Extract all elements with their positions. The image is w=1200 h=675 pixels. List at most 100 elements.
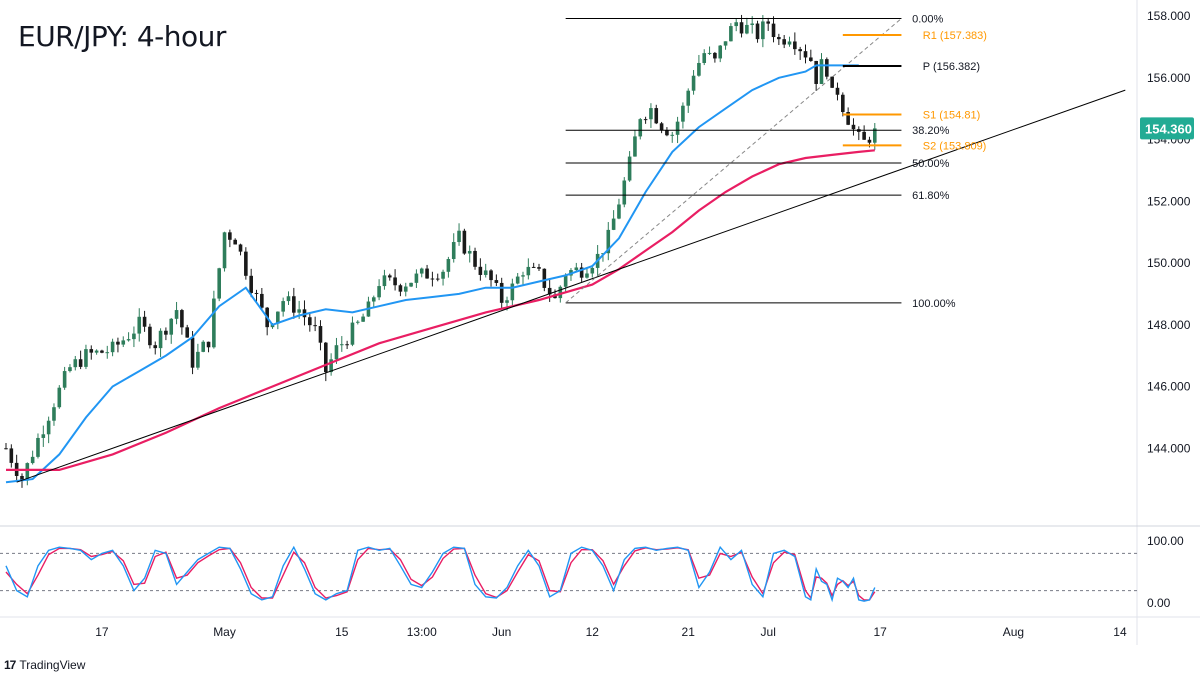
candle-body xyxy=(462,230,467,254)
candle-body xyxy=(158,330,163,349)
candle-body xyxy=(798,49,802,52)
candle-body xyxy=(670,134,675,136)
candle-body xyxy=(84,349,88,367)
candle-body xyxy=(537,267,541,269)
candle-body xyxy=(745,24,749,34)
ascending-trendline[interactable] xyxy=(16,89,1126,483)
candle-body xyxy=(750,23,754,25)
x-tick-label: 21 xyxy=(682,625,696,639)
candle-body xyxy=(110,341,115,353)
y-tick-label: 144.000 xyxy=(1147,441,1191,455)
candle-body xyxy=(169,318,174,335)
candle-body xyxy=(430,278,435,280)
candle-body xyxy=(46,420,51,435)
candle-body xyxy=(377,286,381,298)
candle-body xyxy=(4,448,8,450)
candle-body xyxy=(313,325,317,327)
candle-body xyxy=(238,244,243,252)
candle-body xyxy=(137,316,142,334)
candle-body xyxy=(281,301,285,312)
candle-body xyxy=(499,282,504,303)
candle-body xyxy=(563,275,568,287)
candle-body xyxy=(494,280,499,283)
candle-body xyxy=(649,108,653,120)
tradingview-logo-icon: 17 xyxy=(4,658,16,672)
current-price-badge xyxy=(1140,117,1194,140)
candle-body xyxy=(30,456,35,464)
candle-body xyxy=(292,296,296,313)
stoch-tick-label: 100.00 xyxy=(1147,534,1184,548)
candle-body xyxy=(761,21,765,40)
candle-body xyxy=(36,437,40,457)
candle-body xyxy=(121,340,126,345)
candle-body xyxy=(355,321,360,323)
candle-body xyxy=(558,286,563,299)
candle-body xyxy=(681,105,685,122)
candle-body xyxy=(94,350,99,353)
candle-body xyxy=(339,344,344,346)
candle-body xyxy=(308,317,312,326)
candle-body xyxy=(89,349,94,353)
candle-body xyxy=(505,300,509,303)
candle-body xyxy=(867,139,872,143)
candle-body xyxy=(414,273,419,283)
candle-body xyxy=(713,52,717,59)
candle-body xyxy=(350,322,355,345)
moving-averages xyxy=(5,64,875,484)
candle-body xyxy=(451,242,456,260)
pivot-label: S2 (153.809) xyxy=(923,140,987,152)
candle-body xyxy=(361,316,365,322)
candle-body xyxy=(633,136,637,157)
candle-body xyxy=(228,232,232,240)
fib-trend-diagonal xyxy=(565,18,902,304)
candle-body xyxy=(483,270,488,275)
candle-body xyxy=(297,309,301,313)
candle-body xyxy=(142,316,147,327)
candle-body xyxy=(132,333,136,340)
candle-body xyxy=(387,275,392,278)
candle-body xyxy=(212,298,216,348)
x-tick-label: 13:00 xyxy=(407,625,437,639)
candle-body xyxy=(100,350,104,353)
trendline-group xyxy=(16,89,1126,483)
x-tick-label: 12 xyxy=(586,625,600,639)
candle-body xyxy=(222,232,227,269)
candle-body xyxy=(510,283,515,301)
candle-body xyxy=(617,204,621,219)
candle-body xyxy=(473,250,477,267)
candle-body xyxy=(691,75,696,91)
candle-body xyxy=(590,267,595,274)
brand-name: TradingView xyxy=(19,658,86,672)
candle-body xyxy=(286,296,291,302)
candle-body xyxy=(830,76,834,88)
candle-body xyxy=(393,277,397,286)
candle-body xyxy=(606,229,611,254)
fib-level-label: 38.20% xyxy=(912,125,950,137)
candle-body xyxy=(707,52,712,54)
axes: 158.000156.000154.000152.000150.000148.0… xyxy=(95,9,1194,639)
candle-body xyxy=(9,448,14,463)
x-tick-label: 14 xyxy=(1113,625,1127,639)
candle-body xyxy=(467,250,472,254)
candle-body xyxy=(825,59,829,77)
candle-body xyxy=(585,273,589,278)
fib-level-label: 0.00% xyxy=(912,13,943,25)
candle-body xyxy=(611,218,616,230)
tradingview-brand[interactable]: 17 TradingView xyxy=(4,658,85,672)
candle-body xyxy=(435,278,440,280)
candle-body xyxy=(126,339,131,341)
candle-body xyxy=(105,352,110,354)
candle-body xyxy=(547,287,552,295)
candle-body xyxy=(68,367,72,372)
stoch-d-line xyxy=(5,547,876,601)
y-tick-label: 158.000 xyxy=(1147,9,1191,23)
candle-body xyxy=(276,311,280,324)
y-tick-label: 152.000 xyxy=(1147,194,1191,208)
candle-body xyxy=(398,285,403,292)
candle-body xyxy=(851,124,856,130)
ma-fast-line xyxy=(5,64,859,484)
candle-body xyxy=(755,23,760,40)
candle-body xyxy=(244,251,248,276)
candle-body xyxy=(201,341,206,352)
